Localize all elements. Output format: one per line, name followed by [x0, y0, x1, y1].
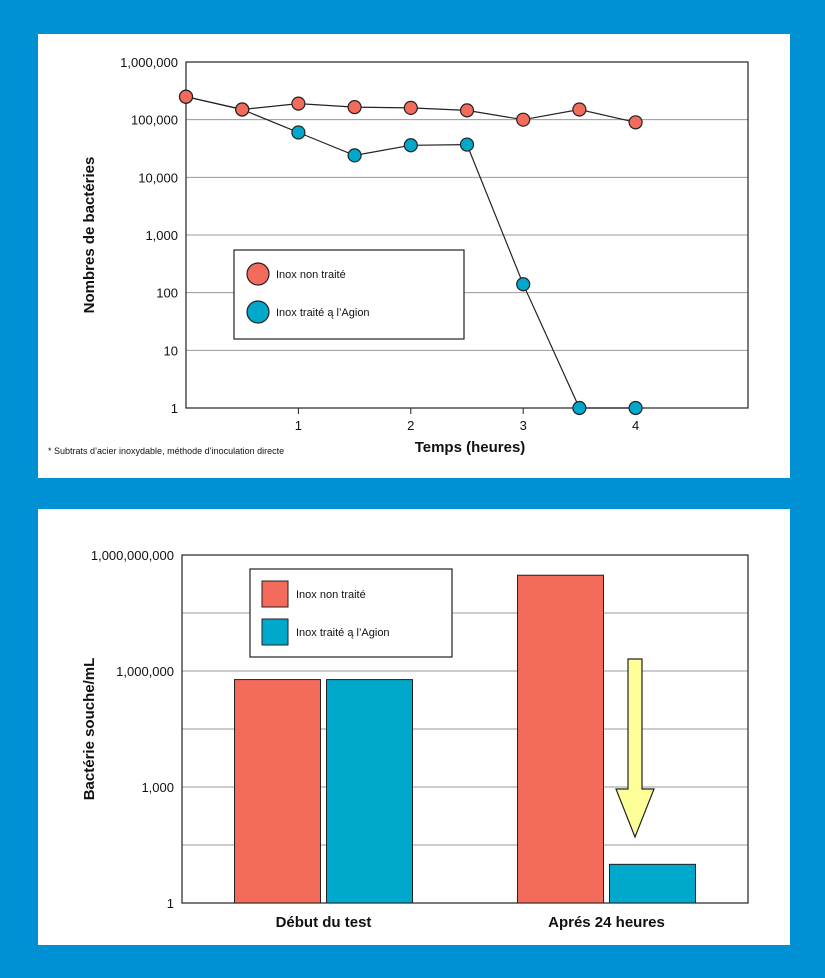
data-point	[516, 277, 531, 292]
y-tick-label: 10	[164, 343, 178, 358]
bar	[234, 679, 321, 904]
legend-label: Inox non traité	[276, 269, 346, 281]
data-point	[628, 115, 643, 130]
bar-chart-panel: 1,000,000,000 1,000,000 1,000 1 Début du tes…	[38, 509, 790, 945]
data-point	[516, 112, 531, 127]
y-axis-title: Bactérie souche/mL	[81, 658, 98, 801]
arrow-icon	[615, 658, 655, 839]
legend: Inox non traité Inox traité ą l’Agion	[249, 568, 453, 658]
bar-chart: 1,000,000,000 1,000,000 1,000 1 Début du tes…	[81, 548, 749, 931]
legend-swatch	[261, 580, 289, 608]
x-tick-label: 1	[295, 418, 302, 433]
legend-swatch	[261, 618, 289, 646]
data-point	[178, 89, 194, 104]
legend-marker	[246, 300, 270, 324]
data-point	[347, 100, 362, 115]
legend-label: Inox non traité	[296, 589, 366, 601]
category-label: Aprés 24 heures	[548, 914, 665, 931]
legend-label: Inox traité ą l’Agion	[296, 627, 390, 639]
legend-box	[233, 249, 465, 340]
y-tick-label: 1	[171, 401, 178, 416]
x-axis-title: Temps (heures)	[415, 439, 526, 456]
y-tick-label: 1,000,000,000	[91, 548, 174, 563]
y-tick-label: 100	[156, 286, 178, 301]
data-point	[235, 102, 250, 117]
data-point	[572, 400, 587, 416]
y-tick-label: 1,000,000	[120, 55, 178, 70]
bar	[609, 863, 696, 904]
data-point	[403, 138, 418, 153]
x-tick-label: 2	[407, 418, 414, 433]
bar	[517, 574, 604, 904]
plot-frame	[185, 61, 749, 409]
data-point	[628, 400, 643, 416]
y-tick-label: 10,000	[138, 170, 178, 185]
data-point	[347, 148, 362, 163]
data-point	[459, 103, 475, 118]
line-chart: 1,000,000 100,000 10,000 1,000 100 10 1 1 2 3 4 Nom…	[48, 55, 749, 456]
legend: Inox non traité Inox traité ą l’Agion	[233, 249, 465, 340]
legend-label: Inox traité ą l’Agion	[276, 307, 370, 319]
data-point	[572, 102, 587, 117]
data-point	[291, 125, 306, 140]
y-tick-label: 1	[167, 896, 174, 911]
x-tick-label: 4	[632, 418, 639, 433]
data-point	[291, 96, 306, 111]
plot-frame	[181, 554, 749, 904]
x-tick-label: 3	[520, 418, 527, 433]
y-tick-label: 1,000	[145, 228, 178, 243]
y-tick-label: 1,000	[141, 780, 174, 795]
data-point	[403, 100, 418, 115]
y-tick-label: 1,000,000	[116, 664, 174, 679]
y-axis-title: Nombres de bactéries	[81, 157, 98, 314]
bar	[326, 679, 413, 904]
line-chart-panel: 1,000,000 100,000 10,000 1,000 100 10 1 1 2 3 4 Nom…	[38, 34, 790, 478]
y-tick-label: 100,000	[131, 113, 178, 128]
legend-marker	[246, 262, 270, 286]
footnote: * Subtrats d’acier inoxydable, méthode d…	[48, 446, 284, 456]
category-label: Début du test	[276, 914, 372, 931]
data-point	[459, 137, 475, 152]
